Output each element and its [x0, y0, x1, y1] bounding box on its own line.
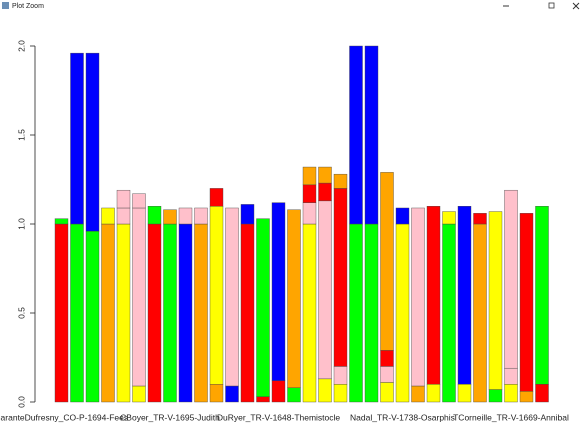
- bar-segment: [85, 52, 100, 232]
- bar-segment: [380, 366, 394, 383]
- bar-segment: [132, 385, 146, 403]
- bar-segment: [318, 378, 332, 403]
- bar-segment: [318, 200, 332, 380]
- bar-segment: [411, 207, 425, 387]
- bar-segment: [147, 223, 162, 403]
- bar-segment: [519, 391, 534, 403]
- bar-segment: [116, 223, 131, 403]
- bar-segment: [411, 385, 425, 403]
- bar-segment: [256, 396, 270, 403]
- bar-segment: [302, 202, 317, 225]
- bar-segment: [178, 223, 193, 403]
- bar-segment: [194, 207, 208, 225]
- bar-segment: [147, 205, 162, 225]
- bar-segment: [395, 223, 410, 403]
- y-tick-label: 0.0: [16, 396, 26, 408]
- bar-segment: [101, 223, 115, 403]
- bar-segment: [349, 45, 363, 225]
- x-tick-label: CBoyer_TR-V-1695-Judith: [120, 412, 220, 422]
- x-tick-label: Nadal_TR-V-1738-Osarphis: [350, 412, 455, 422]
- bar-segment: [395, 207, 410, 225]
- bar-segment: [54, 218, 69, 225]
- bar-segment: [318, 182, 332, 202]
- bar-segment: [225, 207, 239, 387]
- bar-segment: [318, 166, 332, 184]
- bar-segment: [209, 384, 224, 403]
- maximize-button[interactable]: [548, 2, 555, 9]
- bar-segment: [116, 207, 131, 225]
- bar-segment: [457, 384, 472, 403]
- bar-segment: [287, 387, 301, 403]
- bar-segment: [380, 350, 394, 367]
- window-icon: [2, 2, 9, 9]
- bar-segment: [256, 218, 270, 397]
- x-tick-label: DuRyer_TR-V-1648-Themistocle: [217, 412, 341, 422]
- bar-segment: [240, 204, 255, 225]
- bar-segment: [287, 209, 301, 388]
- close-button[interactable]: [572, 2, 580, 10]
- bar-segment: [271, 202, 286, 381]
- bar-segment: [535, 205, 549, 385]
- bar-segment: [504, 367, 518, 385]
- bar-segment: [178, 207, 193, 225]
- bar-segment: [132, 207, 146, 387]
- bar-segment: [54, 223, 69, 403]
- bar-segment: [116, 189, 131, 209]
- bar-segment: [85, 230, 100, 403]
- bar-segment: [209, 188, 224, 207]
- bar-segment: [473, 223, 487, 403]
- bar-segment: [380, 382, 394, 403]
- bar-segment: [364, 223, 379, 403]
- bar-segment: [364, 45, 379, 225]
- bar-segment: [442, 211, 456, 225]
- bar-segment: [163, 223, 177, 403]
- bar-segment: [240, 223, 255, 403]
- x-tick-label: TCorneille_TR-V-1669-Annibal: [453, 412, 569, 422]
- bar-segment: [380, 172, 394, 351]
- bar-segment: [333, 366, 348, 385]
- x-tick-label: BaranteDufresny_CO-P-1694-Fees: [0, 412, 128, 422]
- bar-segment: [488, 389, 503, 403]
- bar-segment: [504, 384, 518, 403]
- bar-segment: [302, 223, 317, 403]
- bar-segment: [101, 207, 115, 225]
- bar-segment: [333, 188, 348, 367]
- bar-segment: [333, 384, 348, 403]
- window-title: Plot Zoom: [12, 3, 44, 10]
- bar-segment: [194, 223, 208, 403]
- bar-segment: [426, 384, 441, 403]
- bar-segment: [163, 209, 177, 225]
- bar-segment: [426, 205, 441, 385]
- bar-segment: [132, 193, 146, 209]
- close-glyph: [572, 2, 580, 10]
- bar-segment: [70, 52, 84, 225]
- bar-segment: [225, 385, 239, 403]
- bar-segment: [271, 380, 286, 403]
- bar-segment: [333, 173, 348, 189]
- bar-segment: [302, 166, 317, 186]
- bar-segment: [442, 223, 456, 403]
- y-tick-label: 1.0: [16, 218, 26, 230]
- bar-segment: [535, 384, 549, 403]
- bar-segment: [209, 205, 224, 385]
- bar-segment: [349, 223, 363, 403]
- bar-segment: [302, 184, 317, 203]
- bar-segment: [457, 205, 472, 385]
- bar-segment: [70, 223, 84, 403]
- y-tick-label: 1.5: [16, 129, 26, 141]
- bar-segment: [488, 211, 503, 390]
- bar-segment: [504, 189, 518, 369]
- y-tick-label: 0.5: [16, 307, 26, 319]
- y-tick-label: 2.0: [16, 40, 26, 52]
- bar-segment: [519, 213, 534, 392]
- bar-segment: [473, 213, 487, 225]
